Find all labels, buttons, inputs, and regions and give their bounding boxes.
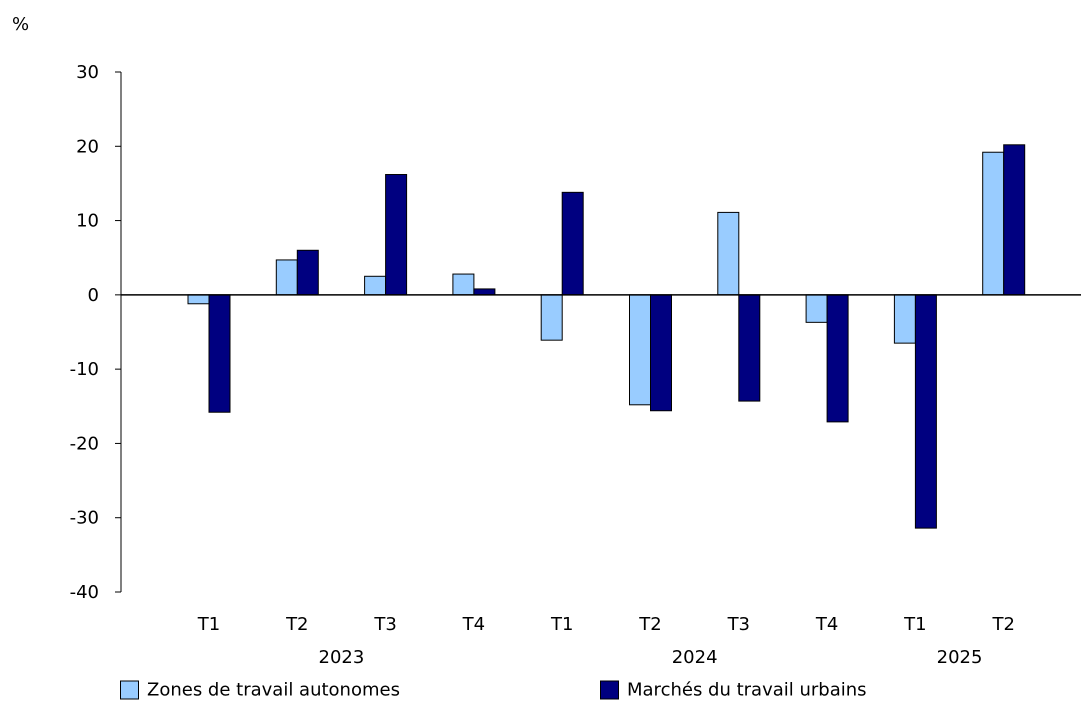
y-tick-label: -40: [70, 582, 99, 603]
bar-series-2: [914, 294, 937, 529]
y-tick-label: -10: [70, 359, 99, 380]
x-tick-label: T1: [903, 614, 926, 635]
bar-series-1: [187, 294, 210, 305]
x-tick-label: T2: [991, 614, 1014, 635]
x-tick-label: T1: [197, 614, 220, 635]
x-tick-label: T2: [638, 614, 661, 635]
x-tick-label: T4: [815, 614, 838, 635]
bar-series-2: [385, 174, 408, 296]
bar-series-1: [893, 294, 916, 344]
bar-series-2: [738, 294, 761, 402]
x-tick-label: T3: [727, 614, 750, 635]
y-tick-label: 10: [76, 211, 99, 232]
legend-label-series-1: Zones de travail autonomes: [147, 679, 400, 701]
bar-series-1: [275, 259, 298, 296]
x-axis: T1 T2 T3 T4 T1 T2 T3 T4 T1 T2 2023 2024 2025: [197, 614, 1015, 668]
bar-series-1: [364, 275, 387, 296]
y-tick-label: -30: [70, 508, 99, 529]
legend-item-series-1: Zones de travail autonomes: [120, 680, 400, 701]
bar-series-2: [561, 191, 584, 296]
y-tick-label: 20: [76, 136, 99, 157]
y-tick-label: 0: [88, 285, 99, 306]
bar-series-2: [473, 288, 496, 296]
bar-series-1: [452, 273, 475, 296]
legend-item-series-2: Marchés du travail urbains: [600, 680, 867, 701]
legend-swatch-series-1: [120, 680, 139, 700]
bar-series-2: [1003, 144, 1026, 296]
x-tick-label: T2: [285, 614, 308, 635]
x-year-label: 2024: [672, 647, 718, 668]
bar-series-2: [208, 294, 231, 413]
bar-series-2: [826, 294, 849, 423]
y-axis: 30 20 10 0 -10 -20 -30 -40: [70, 62, 122, 603]
x-tick-label: T1: [550, 614, 573, 635]
x-year-label: 2023: [319, 647, 365, 668]
bar-series-1: [717, 211, 740, 296]
y-tick-label: -20: [70, 433, 99, 454]
bar-series-2: [650, 294, 672, 412]
bar-series-1: [805, 294, 828, 323]
y-tick-label: 30: [76, 62, 99, 83]
bar-series-2: [296, 249, 319, 296]
bar-series-1: [982, 151, 1005, 296]
bars: [121, 144, 1081, 529]
bar-series-1: [629, 294, 651, 406]
legend-label-series-2: Marchés du travail urbains: [627, 679, 867, 701]
x-year-label: 2025: [937, 647, 983, 668]
bar-series-1: [540, 294, 563, 341]
x-tick-label: T4: [462, 614, 485, 635]
legend-swatch-series-2: [600, 680, 619, 700]
y-axis-label: %: [12, 14, 29, 35]
x-tick-label: T3: [373, 614, 396, 635]
